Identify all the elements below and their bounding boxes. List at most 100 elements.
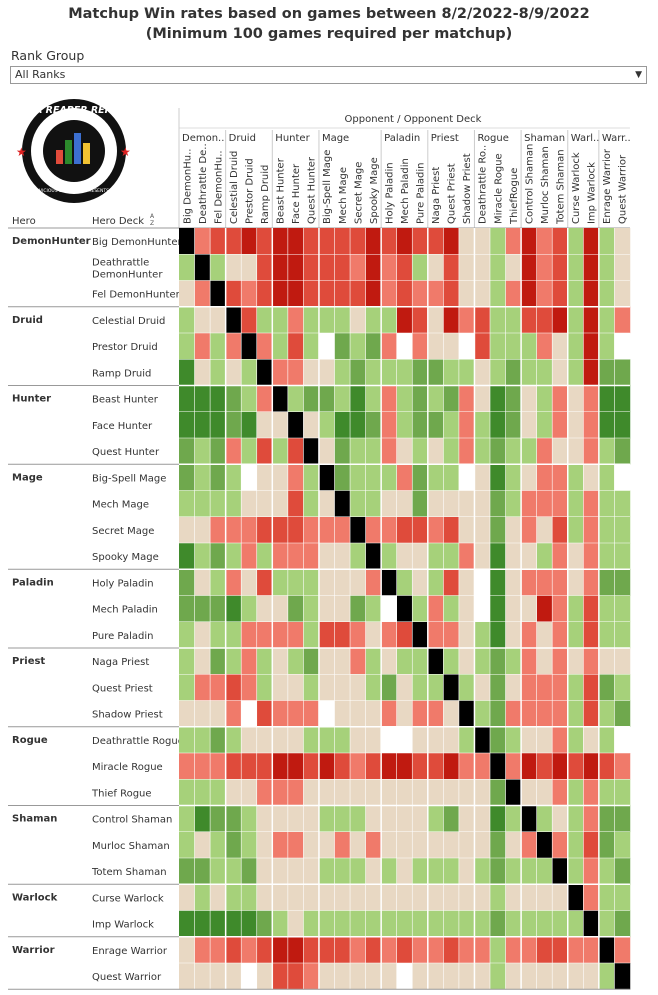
heatmap-cell [474, 674, 491, 701]
heatmap-cell [334, 359, 351, 386]
heatmap-cell [614, 569, 631, 596]
heatmap-cell [225, 621, 242, 649]
heatmap-cell [412, 884, 429, 911]
heatmap-cell [490, 359, 506, 386]
sort-az-icon[interactable]: AZ [150, 213, 155, 227]
heatmap-cell [598, 516, 615, 544]
heatmap-cell [225, 333, 242, 360]
row-deck-label: Quest Hunter [92, 447, 160, 458]
heatmap-cell [210, 411, 226, 439]
column-group-label: Hunter [275, 133, 310, 144]
heatmap-cell [412, 228, 429, 255]
heatmap-cell [567, 936, 584, 964]
heatmap-cell [272, 333, 289, 360]
heatmap-cell [443, 411, 460, 439]
heatmap-cell [303, 490, 320, 518]
heatmap-cell [567, 438, 584, 465]
heatmap-cell [521, 621, 537, 649]
heatmap-cell [334, 306, 351, 334]
heatmap-cell [396, 726, 413, 754]
heatmap-cell [427, 411, 444, 439]
heatmap-cell [350, 280, 366, 308]
heatmap-cell [474, 700, 491, 728]
heatmap-cell [210, 936, 226, 964]
heatmap-cell [318, 779, 335, 806]
heatmap-cell [194, 674, 211, 701]
heatmap-cell [272, 385, 289, 413]
heatmap-cell [490, 595, 506, 623]
heatmap-cell [396, 595, 413, 623]
heatmap-cell [381, 910, 397, 938]
heatmap-cell [521, 805, 537, 833]
heatmap-cell [598, 254, 615, 281]
heatmap-cell [490, 306, 506, 334]
heatmap-cell [474, 963, 491, 990]
heatmap-cell [287, 254, 304, 281]
heatmap-cell [614, 700, 631, 728]
heatmap-cell [458, 648, 475, 675]
heatmap-cell [552, 543, 569, 570]
heatmap-cell [583, 831, 600, 859]
heatmap-cell [474, 858, 491, 885]
heatmap-cell [225, 700, 242, 728]
heatmap-cell [490, 333, 506, 360]
heatmap-cell [287, 490, 304, 518]
heatmap-cell [179, 359, 195, 386]
heatmap-cell [583, 936, 600, 964]
heatmap-cell [303, 753, 320, 780]
heatmap-cell [614, 385, 631, 413]
heatmap-cell [241, 884, 258, 911]
heatmap-cell [536, 464, 553, 491]
rank-group-dropdown[interactable]: All Ranks ▼ [10, 66, 647, 84]
heatmap-cell [614, 228, 631, 255]
heatmap-cell [179, 595, 195, 623]
heatmap-cell [179, 385, 195, 413]
column-deck-label: Curse Warlock [571, 152, 582, 224]
heatmap-cell [381, 569, 397, 596]
heatmap-cell [443, 228, 460, 255]
heatmap-cell [505, 359, 522, 386]
heatmap-cell [256, 621, 273, 649]
heatmap-cell [505, 963, 522, 990]
heatmap-cell [614, 621, 631, 649]
heatmap-cell [490, 858, 506, 885]
heatmap-cell [583, 569, 600, 596]
heatmap-cell [396, 621, 413, 649]
heatmap-cell [256, 306, 273, 334]
heatmap-cell [536, 595, 553, 623]
heatmap-cell [303, 438, 320, 465]
heatmap-cell [505, 674, 522, 701]
column-deck-label: ThiefRogue [509, 168, 520, 225]
heatmap-cell [396, 490, 413, 518]
heatmap-cell [256, 490, 273, 518]
heatmap-cell [443, 359, 460, 386]
row-group-label: Rogue [12, 735, 48, 746]
heatmap-cell [458, 385, 475, 413]
heatmap-cell [225, 805, 242, 833]
heatmap-cell [536, 359, 553, 386]
heatmap-cell [318, 280, 335, 308]
row-group-label: Paladin [12, 577, 54, 588]
heatmap-cell [350, 621, 366, 649]
heatmap-cell [241, 490, 258, 518]
heatmap-cell [256, 438, 273, 465]
heatmap-cell [474, 228, 491, 255]
column-deck-label: Totem Shaman [555, 149, 566, 225]
row-deck-label: Fel DemonHunter [92, 290, 181, 301]
heatmap-cell [225, 674, 242, 701]
heatmap-cell [458, 753, 475, 780]
heatmap-cell [334, 543, 351, 570]
heatmap-cell [536, 674, 553, 701]
heatmap-cell [521, 516, 537, 544]
heatmap-cell [365, 543, 382, 570]
heatmap-cell [256, 700, 273, 728]
heatmap-cell [552, 228, 569, 255]
heatmap-cell [490, 805, 506, 833]
heatmap-cell [318, 726, 335, 754]
heatmap-cell [381, 700, 397, 728]
heatmap-cell [365, 228, 382, 255]
heatmap-cell [256, 516, 273, 544]
column-deck-label: Mech Paladin [400, 158, 411, 224]
heatmap-cell [318, 254, 335, 281]
